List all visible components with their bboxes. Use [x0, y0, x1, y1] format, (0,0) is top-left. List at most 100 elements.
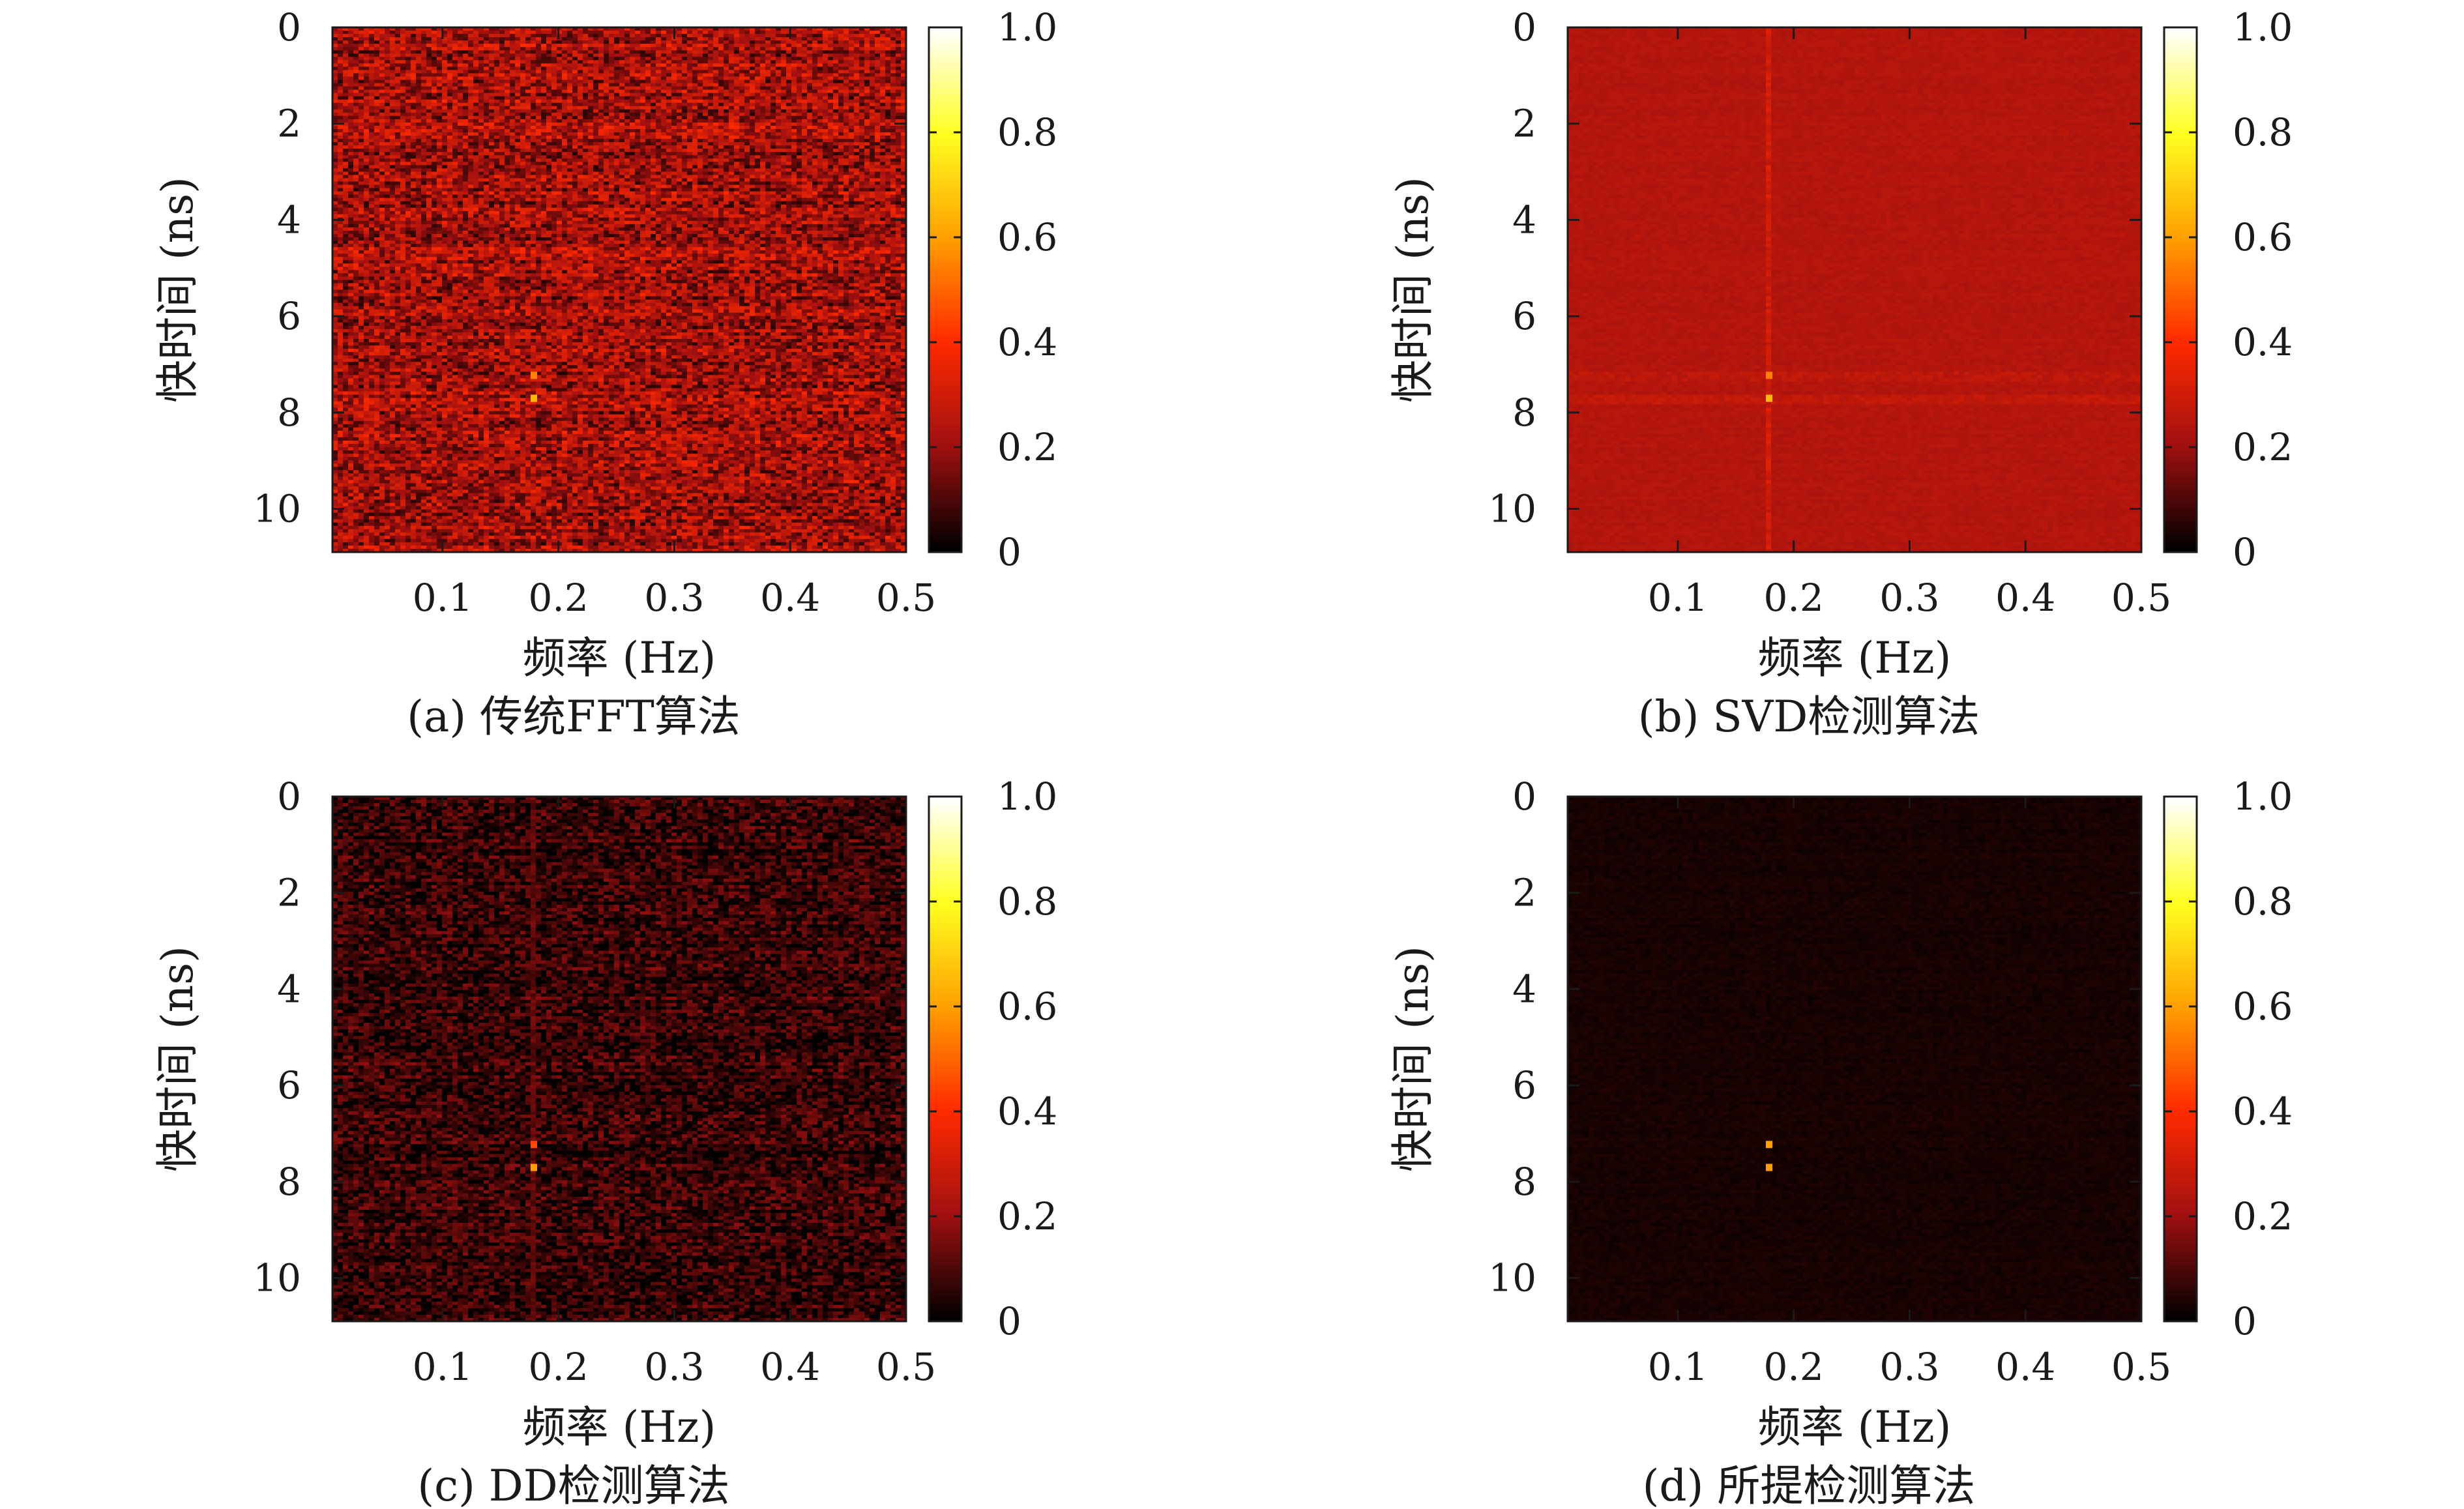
x-tick-label: 0.3 — [1879, 1345, 1939, 1389]
colorbar-tick-label: 0.4 — [997, 320, 1057, 364]
x-tick-label: 0.2 — [1764, 1345, 1824, 1389]
y-tick-label: 0 — [1512, 5, 1536, 50]
colorbar-1: 0 0.2 0.4 0.6 0.8 1.0 — [929, 5, 1057, 574]
colorbar-tick-label: 0.4 — [2233, 320, 2293, 364]
x-tick-label: 0.2 — [529, 576, 589, 620]
colorbar-tick-label: 1.0 — [2233, 5, 2293, 50]
colorbar-tick-label: 0 — [997, 1299, 1021, 1343]
peak-2-1 — [1766, 372, 1772, 379]
y-tick-label: 6 — [1512, 1063, 1536, 1107]
peak-1-2 — [531, 395, 537, 402]
colorbar-tick-label: 0.8 — [2233, 879, 2293, 924]
panel-caption: (d) 所提检测算法 — [1643, 1461, 1976, 1509]
peak-3-1 — [531, 1141, 537, 1148]
colorbar-tick-label: 0 — [2233, 1299, 2257, 1343]
panel-2: 0.1 0.2 0.3 0.4 0.5 0 2 4 6 8 10 频率 (Hz) 快时间 (ns) (b)… — [1388, 5, 2293, 742]
colorbar-tick-label: 0.8 — [997, 879, 1057, 924]
colorbar-tick-label: 1.0 — [997, 774, 1057, 819]
peak-2-2 — [1766, 395, 1772, 402]
heatmap-raster-3 — [332, 797, 907, 1322]
y-tick-label: 2 — [1512, 102, 1536, 146]
peak-1-1 — [531, 372, 537, 379]
y-tick-label: 10 — [253, 1256, 301, 1300]
colorbar-tick-label: 0.6 — [2233, 984, 2293, 1029]
colorbar-tick-label: 0.8 — [2233, 110, 2293, 154]
y-tick-label: 6 — [277, 1063, 301, 1107]
colorbar-tick-label: 1.0 — [2233, 774, 2293, 819]
x-tick-label: 0.3 — [644, 576, 704, 620]
x-tick-label: 0.1 — [1648, 576, 1708, 620]
x-axis-label: 频率 (Hz) — [1758, 1402, 1952, 1452]
y-tick-label: 8 — [1512, 1160, 1536, 1204]
y-tick-label: 4 — [1512, 967, 1536, 1011]
panel-caption: (b) SVD检测算法 — [1638, 692, 1980, 742]
y-tick-label: 8 — [277, 390, 301, 435]
y-tick-label: 0 — [277, 5, 301, 50]
x-axis-label: 频率 (Hz) — [523, 1402, 716, 1452]
y-tick-label: 0 — [1512, 774, 1536, 819]
colorbar-4: 0 0.2 0.4 0.6 0.8 1.0 — [2164, 774, 2293, 1343]
x-tick-label: 0.3 — [1879, 576, 1939, 620]
y-tick-label: 0 — [277, 774, 301, 819]
colorbar-tick-label: 0.2 — [2233, 1194, 2293, 1238]
y-axis-label: 快时间 (ns) — [1388, 946, 1438, 1172]
x-tick-label: 0.5 — [876, 576, 936, 620]
colorbar-3: 0 0.2 0.4 0.6 0.8 1.0 — [929, 774, 1057, 1343]
colorbar-tick-label: 0.6 — [997, 984, 1057, 1029]
heatmap-raster-2 — [1568, 27, 2142, 553]
y-tick-label: 2 — [277, 871, 301, 915]
heatmap-raster-4 — [1568, 797, 2142, 1322]
y-tick-label: 6 — [1512, 294, 1536, 338]
peak-4-1 — [1766, 1141, 1772, 1148]
colorbar-tick-label: 0.4 — [2233, 1089, 2293, 1134]
colorbar-tick-label: 0 — [997, 530, 1021, 574]
panel-4: 0.1 0.2 0.3 0.4 0.5 0 2 4 6 8 10 频率 (Hz) 快时间 (ns) (d)… — [1388, 774, 2293, 1509]
heatmap-raster-1 — [332, 27, 907, 553]
peak-3-2 — [531, 1164, 537, 1171]
colorbar-2: 00.20.40.60.81.0 — [2164, 5, 2293, 574]
y-tick-label: 8 — [1512, 390, 1536, 435]
panel-caption: (a) 传统FFT算法 — [407, 692, 740, 742]
x-tick-label: 0.5 — [876, 1345, 936, 1389]
colorbar-tick-label: 0.2 — [2233, 425, 2293, 469]
y-axis-label: 快时间 (ns) — [1388, 177, 1438, 403]
y-axis-label: 快时间 (ns) — [153, 177, 203, 403]
x-tick-label: 0.4 — [1995, 1345, 2055, 1389]
x-axis-label: 频率 (Hz) — [523, 633, 716, 683]
x-tick-label: 0.2 — [529, 1345, 589, 1389]
x-tick-label: 0.4 — [760, 1345, 820, 1389]
y-tick-label: 6 — [277, 294, 301, 338]
x-tick-label: 0.4 — [1995, 576, 2055, 620]
colorbar-tick-label: 1.0 — [997, 5, 1057, 50]
colorbar-tick-label: 0.2 — [997, 425, 1057, 469]
y-tick-label: 8 — [277, 1160, 301, 1204]
y-axis-label: 快时间 (ns) — [153, 946, 203, 1172]
x-tick-label: 0.3 — [644, 1345, 704, 1389]
x-tick-label: 0.4 — [760, 576, 820, 620]
y-tick-label: 2 — [277, 102, 301, 146]
x-tick-label: 0.5 — [2111, 1345, 2171, 1389]
colorbar-tick-label: 0.6 — [2233, 215, 2293, 259]
x-tick-label: 0.1 — [413, 1345, 473, 1389]
y-tick-label: 2 — [1512, 871, 1536, 915]
colorbar-tick-label: 0.4 — [997, 1089, 1057, 1134]
x-tick-label: 0.5 — [2111, 576, 2171, 620]
colorbar-tick-label: 0.8 — [997, 110, 1057, 154]
y-tick-label: 10 — [1488, 1256, 1536, 1300]
y-tick-label: 4 — [277, 198, 301, 242]
x-tick-label: 0.1 — [1648, 1345, 1708, 1389]
y-tick-label: 4 — [277, 967, 301, 1011]
y-tick-label: 4 — [1512, 198, 1536, 242]
x-tick-label: 0.2 — [1764, 576, 1824, 620]
panel-3: 0.1 0.2 0.3 0.4 0.5 0 2 4 6 8 10 频率 (Hz) 快时间 (ns) (c)… — [153, 774, 1057, 1509]
colorbar-tick-label: 0.2 — [997, 1194, 1057, 1238]
x-axis-label: 频率 (Hz) — [1758, 633, 1952, 683]
panel-caption: (c) DD检测算法 — [417, 1461, 729, 1509]
x-tick-label: 0.1 — [413, 576, 473, 620]
panel-1: 0.1 0.2 0.3 0.4 0.5 0 2 4 6 8 10 频率 (Hz) 快时间 (ns) (a)… — [153, 5, 1057, 742]
y-tick-label: 10 — [253, 487, 301, 531]
colorbar-tick-label: 0.6 — [997, 215, 1057, 259]
y-tick-label: 10 — [1488, 487, 1536, 531]
